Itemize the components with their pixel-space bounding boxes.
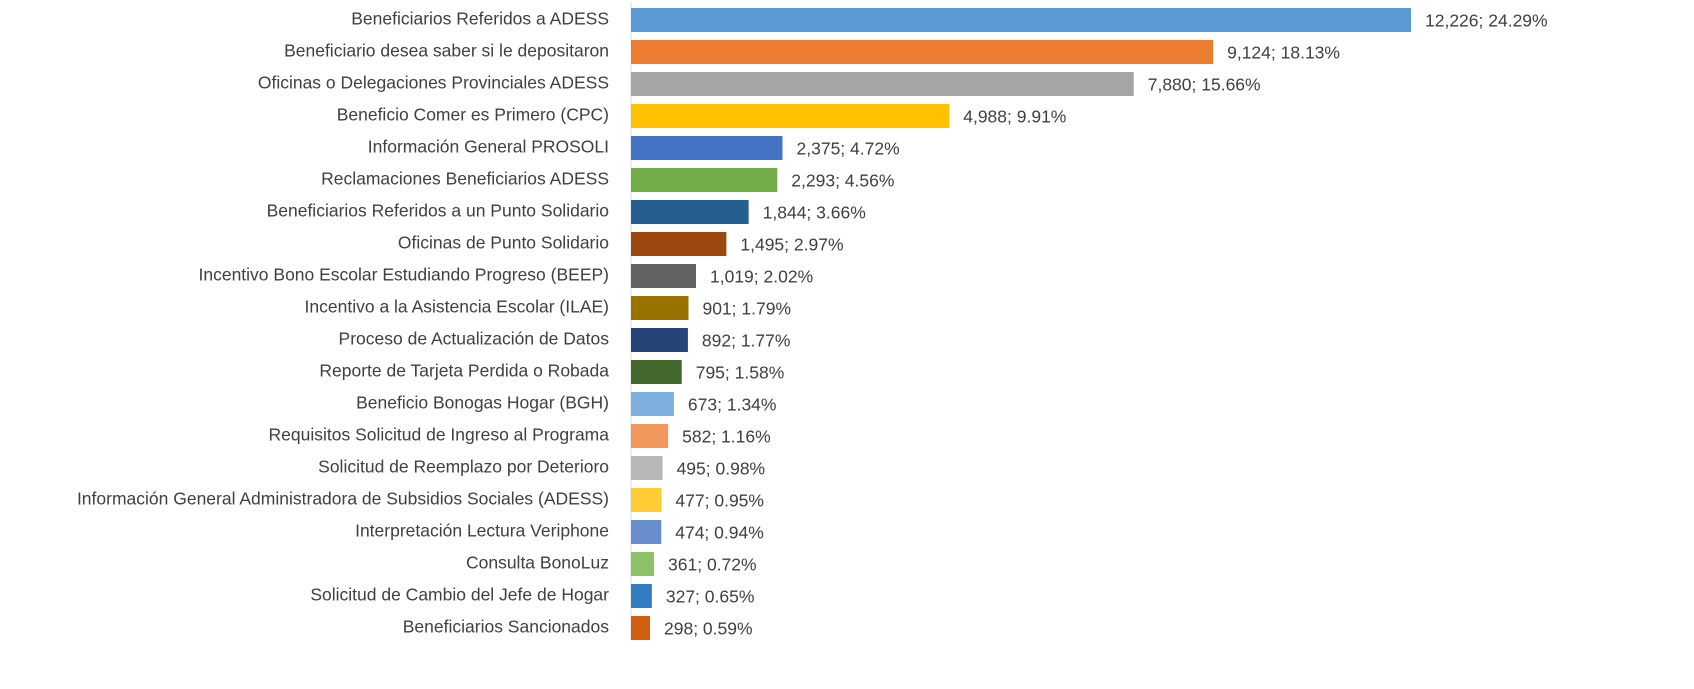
y-tick-label: Incentivo Bono Escolar Estudiando Progre… [199, 265, 610, 285]
data-label: 892; 1.77% [702, 331, 791, 351]
data-label: 901; 1.79% [702, 299, 791, 319]
data-label: 327; 0.65% [666, 587, 755, 607]
bar [631, 40, 1214, 64]
y-tick-label: Reclamaciones Beneficiarios ADESS [321, 169, 609, 189]
bar [631, 392, 674, 416]
data-label: 7,880; 15.66% [1148, 75, 1261, 95]
bar [631, 296, 689, 320]
y-tick-label: Requisitos Solicitud de Ingreso al Progr… [269, 425, 610, 445]
y-tick-label: Oficinas o Delegaciones Provinciales ADE… [258, 73, 609, 93]
y-tick-label: Beneficiario desea saber si le depositar… [284, 41, 609, 61]
bar [631, 104, 950, 128]
y-tick-label: Interpretación Lectura Veriphone [355, 521, 609, 541]
y-tick-label: Beneficiarios Referidos a un Punto Solid… [267, 201, 609, 221]
data-label: 1,844; 3.66% [763, 203, 866, 223]
data-label: 2,375; 4.72% [797, 139, 900, 159]
data-label: 9,124; 18.13% [1227, 43, 1340, 63]
bar [631, 8, 1411, 32]
y-tick-label: Oficinas de Punto Solidario [398, 233, 609, 253]
data-label: 474; 0.94% [675, 523, 764, 543]
data-label: 1,019; 2.02% [710, 267, 813, 287]
y-tick-label: Información General Administradora de Su… [77, 489, 609, 509]
y-tick-label: Consulta BonoLuz [466, 553, 609, 573]
data-label: 673; 1.34% [688, 395, 777, 415]
bar [631, 328, 688, 352]
y-tick-label: Reporte de Tarjeta Perdida o Robada [319, 361, 609, 381]
y-tick-label: Beneficio Comer es Primero (CPC) [337, 105, 609, 125]
bar [631, 552, 655, 576]
data-label: 2,293; 4.56% [791, 171, 894, 191]
y-tick-label: Beneficio Bonogas Hogar (BGH) [356, 393, 609, 413]
bar [631, 136, 783, 160]
bar [631, 232, 727, 256]
bar [631, 616, 651, 640]
bar [631, 168, 778, 192]
bar [631, 456, 663, 480]
data-label: 361; 0.72% [668, 555, 757, 575]
data-label: 12,226; 24.29% [1425, 11, 1548, 31]
y-tick-label: Beneficiarios Referidos a ADESS [351, 9, 609, 29]
bar [631, 424, 669, 448]
bar [631, 200, 749, 224]
y-tick-label: Solicitud de Cambio del Jefe de Hogar [310, 585, 609, 605]
data-label: 795; 1.58% [696, 363, 785, 383]
data-label: 1,495; 2.97% [740, 235, 843, 255]
y-tick-label: Información General PROSOLI [368, 137, 609, 157]
data-label: 582; 1.16% [682, 427, 771, 447]
bar [631, 520, 662, 544]
bar [631, 360, 682, 384]
data-label: 4,988; 9.91% [963, 107, 1066, 127]
bar [631, 488, 662, 512]
y-tick-label: Proceso de Actualización de Datos [339, 329, 610, 349]
y-tick-label: Solicitud de Reemplazo por Deterioro [318, 457, 609, 477]
data-label: 477; 0.95% [675, 491, 764, 511]
bar [631, 72, 1134, 96]
bar [631, 264, 697, 288]
y-tick-label: Beneficiarios Sancionados [403, 617, 609, 637]
y-tick-label: Incentivo a la Asistencia Escolar (ILAE) [305, 297, 609, 317]
data-label: 298; 0.59% [664, 619, 753, 639]
bar [631, 584, 652, 608]
data-label: 495; 0.98% [677, 459, 766, 479]
